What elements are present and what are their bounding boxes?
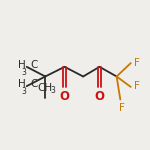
Text: H: H [18,60,26,70]
Text: H: H [18,79,26,89]
Text: CH: CH [38,83,53,93]
Text: 3: 3 [21,68,26,76]
Text: O: O [94,90,105,103]
Text: C: C [30,60,38,70]
Text: F: F [134,57,140,68]
Text: C: C [30,79,38,89]
Text: O: O [60,90,70,103]
Text: 3: 3 [21,87,26,96]
Text: F: F [119,103,124,113]
Text: 3: 3 [50,86,55,95]
Text: F: F [134,81,140,91]
